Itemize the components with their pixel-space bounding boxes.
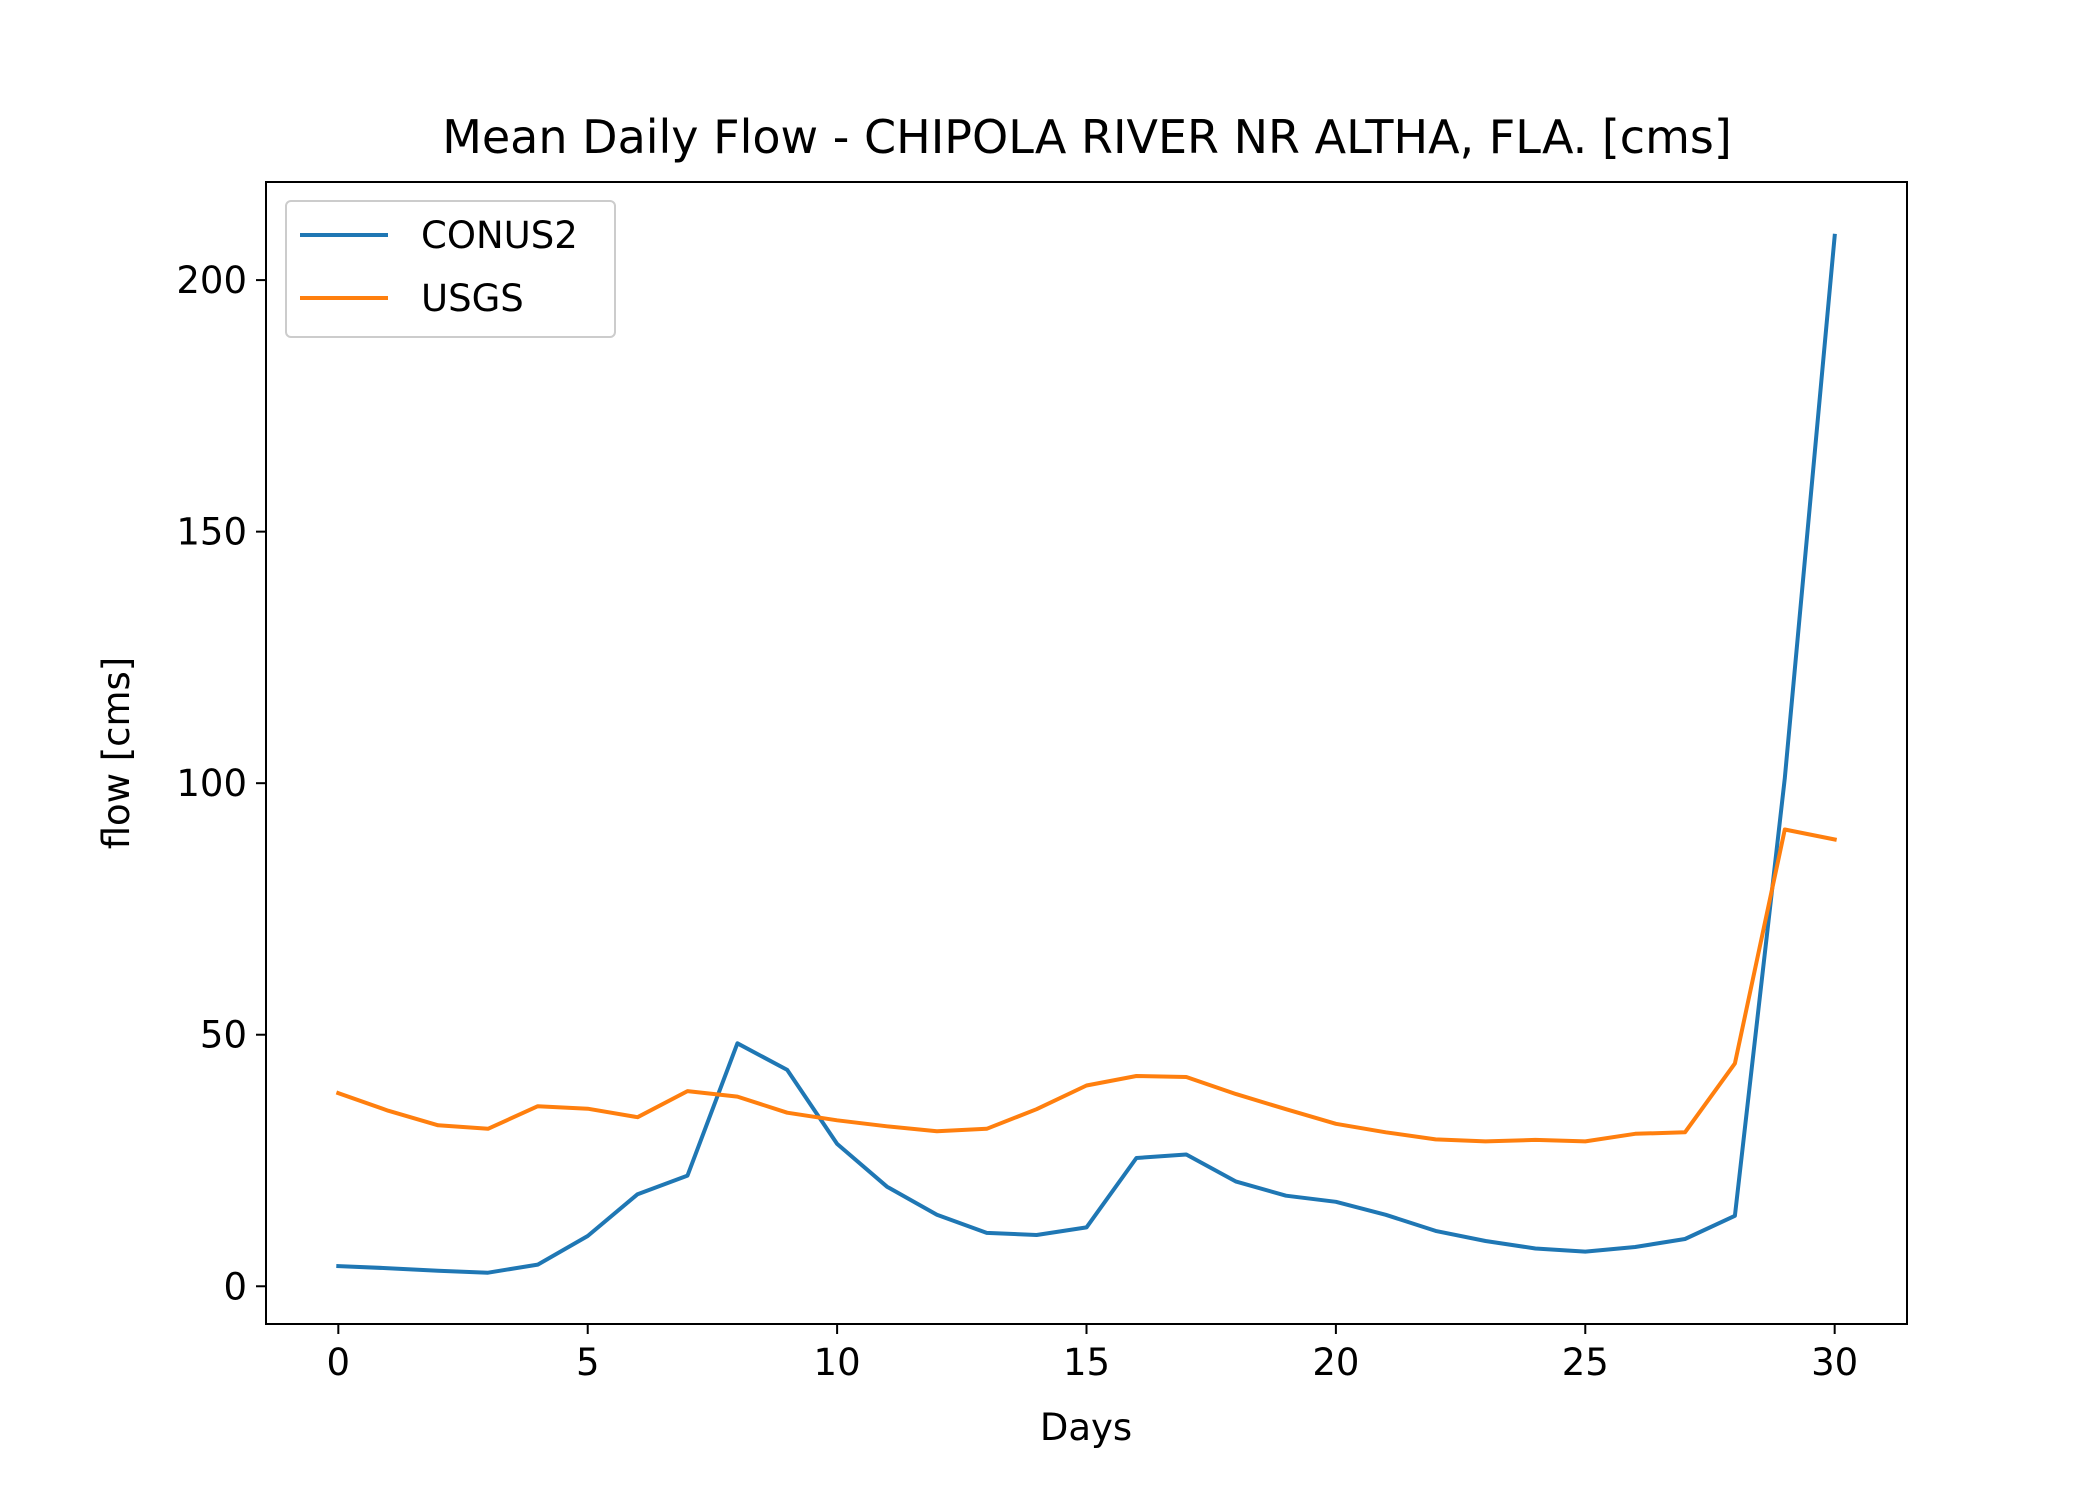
y-axis-ticks: 0 50 100 150 200 <box>176 259 266 1308</box>
x-tick-label: 0 <box>327 1341 351 1384</box>
x-tick-label: 10 <box>814 1341 861 1384</box>
x-tick-label: 20 <box>1312 1341 1359 1384</box>
y-tick-label: 200 <box>176 259 247 302</box>
legend: CONUS2 USGS <box>285 200 616 338</box>
legend-label-usgs: USGS <box>421 277 524 320</box>
series-line-conus2 <box>336 233 1837 1275</box>
x-tick-label: 30 <box>1811 1341 1858 1384</box>
x-axis-label: Days <box>1040 1406 1132 1449</box>
chart-title: Mean Daily Flow - CHIPOLA RIVER NR ALTHA… <box>442 110 1732 164</box>
y-tick-label: 100 <box>176 762 247 805</box>
x-tick-label: 5 <box>576 1341 600 1384</box>
series-layer <box>335 233 1838 1275</box>
y-tick-label: 0 <box>223 1265 247 1308</box>
x-tick-label: 25 <box>1562 1341 1609 1384</box>
x-tick-label: 15 <box>1063 1341 1110 1384</box>
legend-label-conus2: CONUS2 <box>421 214 578 257</box>
y-tick-label: 150 <box>176 511 247 554</box>
series-line-usgs <box>335 827 1838 1144</box>
y-tick-label: 50 <box>200 1014 247 1057</box>
y-axis-label: flow [cms] <box>95 657 138 850</box>
x-axis-ticks: 0 5 10 15 20 25 30 <box>327 1324 1858 1384</box>
